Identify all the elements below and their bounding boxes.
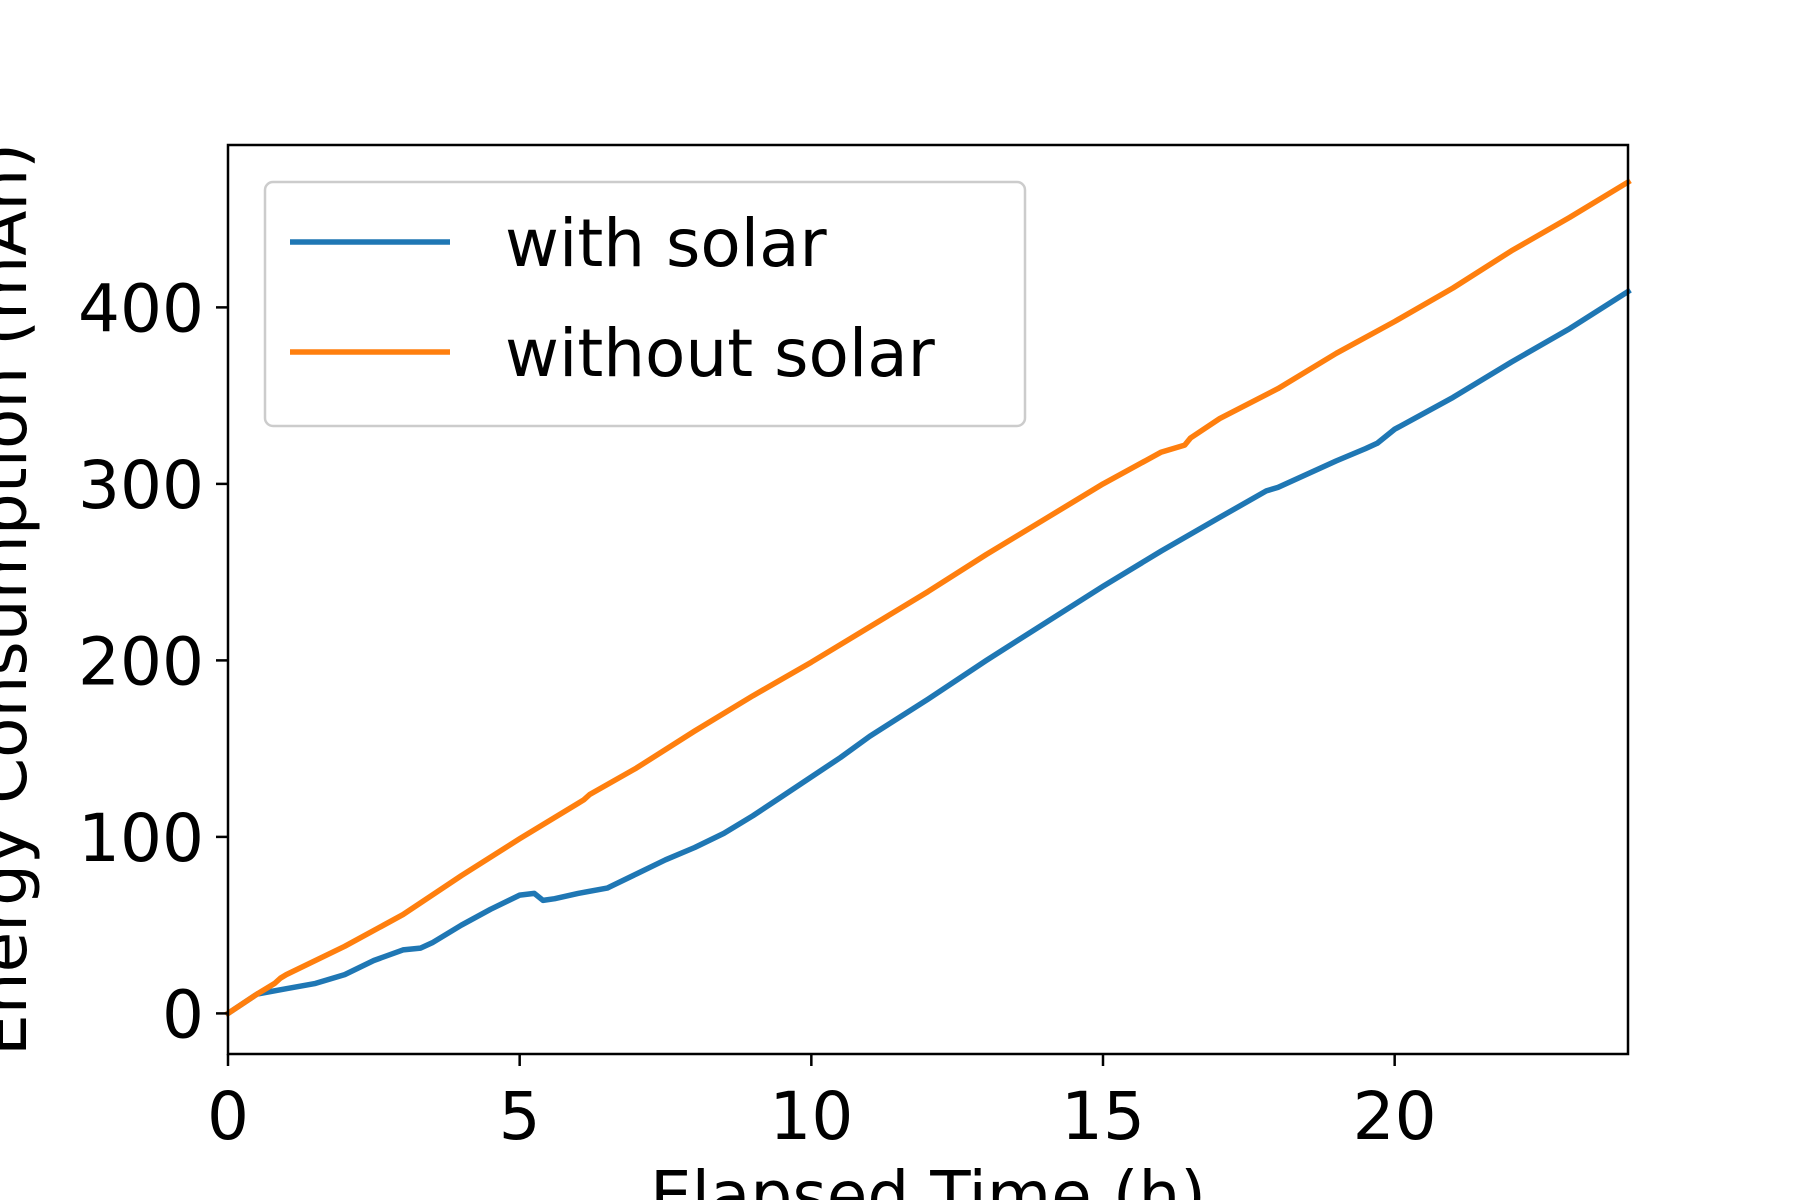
series-line-1 (224, 287, 1632, 1018)
x-tick-label: 5 (499, 1078, 541, 1155)
legend-label-2: without solar (505, 315, 936, 392)
y-tick-label: 200 (78, 623, 204, 700)
y-tick-label: 300 (78, 447, 204, 524)
plot-area (224, 178, 1632, 1018)
series-line-2 (224, 178, 1632, 1018)
x-tick-label: 10 (769, 1078, 853, 1155)
y-axis: 0 100 200 300 400 (78, 270, 228, 1053)
y-tick-label: 100 (78, 800, 204, 877)
x-axis: 0 5 10 15 20 (207, 1054, 1437, 1155)
legend-box (263, 180, 1027, 428)
y-tick-label: 400 (78, 270, 204, 347)
x-tick-label: 0 (207, 1078, 249, 1155)
y-tick-label: 0 (162, 976, 204, 1053)
x-tick-label: 15 (1061, 1078, 1145, 1155)
x-axis-label: Elapsed Time (h) (650, 1157, 1206, 1200)
legend-label-1: with solar (505, 205, 828, 282)
x-tick-label: 20 (1353, 1078, 1437, 1155)
y-axis-label: Energy Consumption (mAh) (0, 143, 42, 1056)
plot-frame (226, 143, 1630, 1056)
legend: with solar without solar (263, 180, 1027, 428)
